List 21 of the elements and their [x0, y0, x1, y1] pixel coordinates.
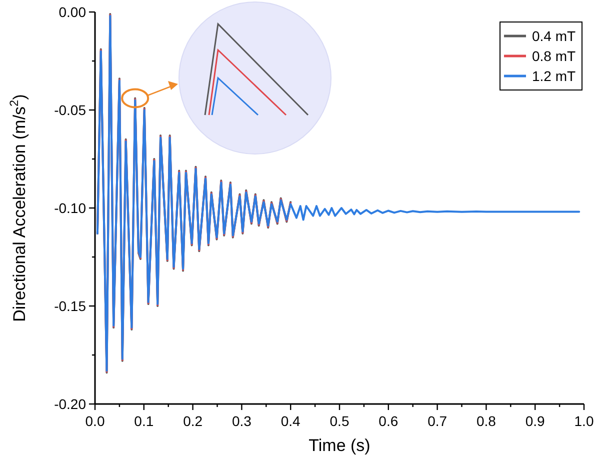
- y-tick-label: -0.15: [54, 298, 86, 314]
- x-tick-label: 0.4: [280, 413, 301, 429]
- x-tick-label: 0.1: [134, 413, 154, 429]
- x-tick-label: 0.7: [428, 413, 448, 429]
- x-tick-label: 0.8: [476, 413, 496, 429]
- y-tick-label: 0.00: [58, 4, 86, 20]
- legend-label: 1.2 mT: [532, 68, 576, 84]
- x-tick-label: 0.0: [85, 413, 105, 429]
- line-series: [96, 14, 580, 372]
- legend-label: 0.8 mT: [532, 48, 576, 64]
- x-tick-label: 0.9: [525, 413, 546, 429]
- legend-label: 0.4 mT: [532, 28, 576, 44]
- y-tick-label: -0.10: [54, 200, 86, 216]
- y-tick-label: -0.05: [54, 102, 86, 118]
- y-tick-label: -0.20: [54, 396, 86, 412]
- x-tick-label: 0.6: [378, 413, 398, 429]
- x-axis-title: Time (s): [308, 436, 370, 455]
- x-tick-label: 0.2: [183, 413, 203, 429]
- x-tick-label: 1.0: [574, 413, 594, 429]
- x-tick-label: 0.5: [330, 413, 350, 429]
- x-tick-label: 0.3: [232, 413, 252, 429]
